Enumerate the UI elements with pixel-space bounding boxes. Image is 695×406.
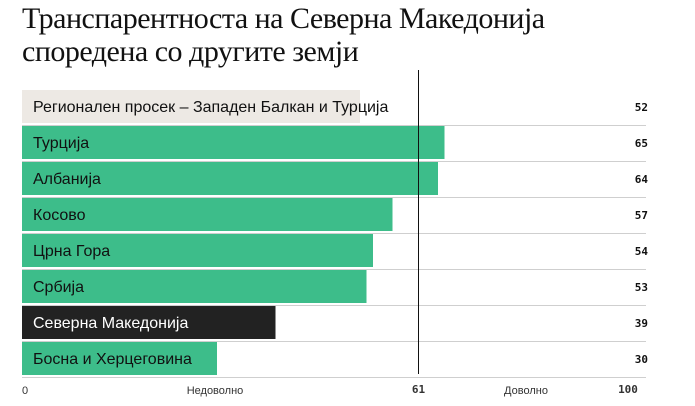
row-separators — [22, 125, 646, 378]
x-axis: 0 Недоволно 61 Доволно 100 — [22, 383, 638, 397]
chart-title: Транспарентноста на Северна Македонија с… — [22, 2, 672, 68]
bar — [22, 198, 393, 231]
bar-value-label: 53 — [635, 281, 648, 294]
bar-value-label: 39 — [635, 317, 648, 330]
axis-right-text: Доволно — [504, 385, 548, 397]
bar-value-label: 65 — [635, 137, 648, 150]
chart-title-line-2: споредена со другите земји — [22, 35, 359, 68]
bar-category-label: Косово — [33, 207, 86, 224]
bar-value-label: 57 — [635, 209, 648, 222]
axis-max-label: 100 — [618, 383, 638, 396]
bar-value-label: 64 — [635, 173, 649, 186]
bar-value-label: 54 — [635, 245, 649, 258]
bar-category-label: Србија — [33, 279, 84, 296]
bar-category-label: Црна Гора — [33, 243, 110, 260]
bar-category-label: Турција — [33, 135, 89, 152]
axis-min-label: 0 — [22, 385, 28, 397]
bar — [22, 342, 217, 375]
bar — [22, 270, 367, 303]
bar-category-label: Регионален просек – Западен Балкан и Тур… — [33, 99, 388, 116]
bar — [22, 306, 276, 339]
bar-value-label: 52 — [635, 101, 648, 114]
bars — [22, 90, 445, 375]
bar — [22, 90, 360, 123]
bar-labels: Регионален просек – Западен Балкан и Тур… — [33, 99, 648, 368]
bar — [22, 234, 373, 267]
chart-title-line-1: Транспарентноста на Северна Македонија — [22, 2, 545, 35]
bar-category-label: Албанија — [33, 171, 101, 188]
bar-value-label: 30 — [635, 353, 648, 366]
axis-threshold-label: 61 — [412, 383, 426, 396]
bar-category-label: Северна Македонија — [33, 315, 188, 332]
axis-left-text: Недоволно — [187, 385, 244, 397]
bar — [22, 126, 445, 159]
bar — [22, 162, 438, 195]
bar-category-label: Босна и Херцеговина — [33, 351, 192, 368]
